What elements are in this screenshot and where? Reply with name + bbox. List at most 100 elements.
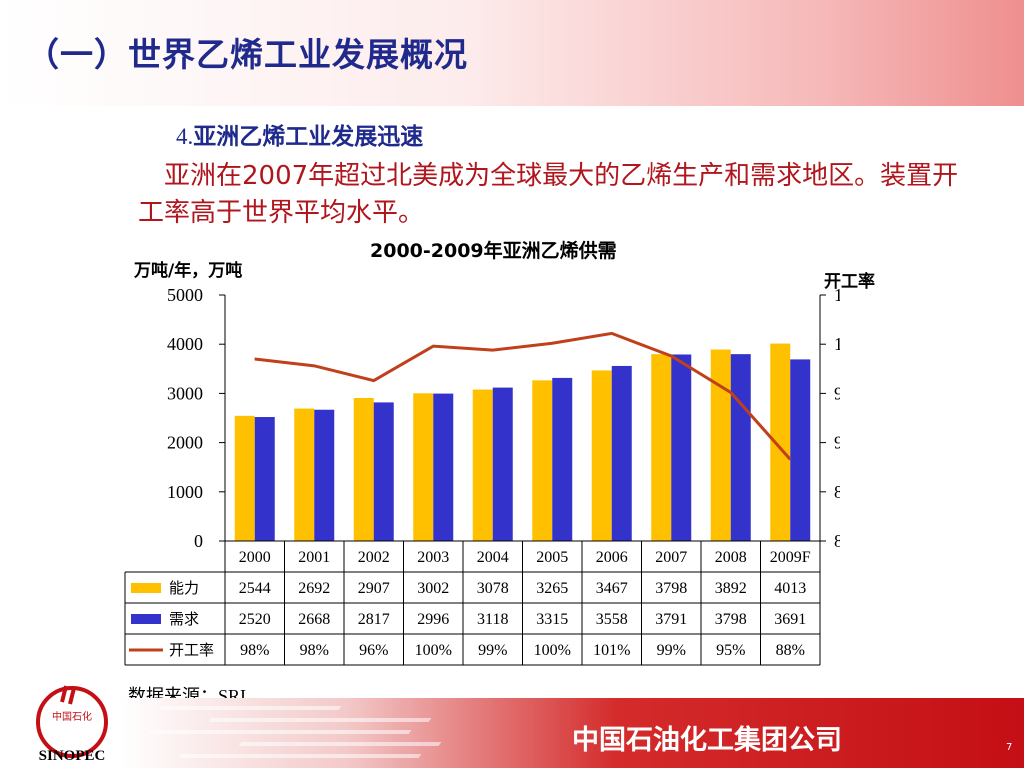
capacity-bar [651,354,672,541]
data-label: 3798 [715,611,747,628]
right-axis-unit: 开工率 [824,272,875,292]
right-tick-label: 90% [834,433,840,453]
left-tick-label: 5000 [167,285,203,305]
category-label: 2001 [298,549,330,566]
data-label: 98% [240,642,269,659]
demand-bar [790,359,811,541]
data-label: 3265 [536,580,568,597]
data-label: 2996 [417,611,449,628]
legend-label: 能力 [169,579,199,597]
data-label: 3315 [536,611,568,628]
capacity-bar [413,393,434,541]
subheading-number: 4. [176,124,194,149]
data-label: 3791 [655,611,687,628]
footer-stripe [178,754,422,758]
category-label: 2008 [715,549,747,566]
data-label: 2520 [239,611,271,628]
footer-band [120,698,1024,768]
right-tick-label: 85% [834,482,840,502]
demand-bar [671,354,692,541]
data-label: 2668 [298,611,330,628]
chart-title: 2000-2009年亚洲乙烯供需 [370,240,617,262]
left-tick-label: 1000 [167,482,203,502]
data-label: 101% [593,642,630,659]
data-label: 2817 [358,611,390,628]
data-label: 3691 [774,611,806,628]
category-label: 2009F [770,549,811,566]
utilization-point [313,365,315,367]
category-label: 2004 [477,549,509,566]
right-tick-label: 80% [834,531,840,551]
data-label: 100% [534,642,571,659]
left-tick-label: 3000 [167,383,203,403]
category-label: 2000 [239,549,271,566]
chart: 5000 4000 3000 2000 1000 0 105% 100% 95% 90% 85% 80… [124,285,840,666]
data-label: 3892 [715,580,747,597]
data-label: 98% [300,642,329,659]
category-label: 2002 [358,549,390,566]
footer-stripe [158,706,342,710]
utilization-point [730,391,732,393]
utilization-point [551,342,553,344]
demand-bar [373,402,394,541]
legend-label: 需求 [169,610,199,628]
data-label: 99% [657,642,686,659]
left-tick-label: 0 [194,531,203,551]
demand-bar [552,377,573,541]
right-tick-label: 100% [834,334,840,354]
category-label: 2003 [417,549,449,566]
capacity-bar [234,415,255,541]
logo-brand-text: SINOPEC [39,748,106,764]
capacity-bar [532,380,553,541]
header-band [0,0,1024,106]
company-name: 中国石油化工集团公司 [572,725,842,756]
data-label: 88% [776,642,805,659]
utilization-point [492,349,494,351]
data-label: 95% [716,642,745,659]
left-tick-label: 4000 [167,334,203,354]
data-label: 3002 [417,580,449,597]
data-label: 100% [415,642,452,659]
demand-bar [254,417,275,541]
demand-bar [492,387,513,541]
capacity-bar [591,370,612,541]
capacity-bar [472,389,493,541]
data-label: 96% [359,642,388,659]
utilization-point [373,380,375,382]
utilization-point [432,345,434,347]
legend-key-capacity [131,583,161,593]
footer-stripe [148,730,412,734]
category-label: 2007 [655,549,687,566]
capacity-bar [770,343,791,541]
data-label: 99% [478,642,507,659]
page-number: 7 [1006,742,1013,753]
footer-stripe [238,742,442,746]
utilization-point [611,332,613,334]
capacity-bar [294,408,315,541]
utilization-point [670,355,672,357]
left-tick-label: 2000 [167,433,203,453]
data-label: 4013 [774,580,806,597]
legend-label: 开工率 [169,641,214,659]
data-label: 2907 [358,580,390,597]
data-label: 2544 [239,580,271,597]
demand-bar [611,365,632,541]
data-label: 3467 [596,580,628,597]
category-label: 2005 [536,549,568,566]
utilization-point [254,358,256,360]
demand-bar [433,393,454,541]
capacity-bar [353,397,374,541]
data-label: 3798 [655,580,687,597]
demand-bar [314,409,335,541]
data-label: 2692 [298,580,330,597]
data-label: 3558 [596,611,628,628]
footer-stripe [208,718,432,722]
logo-cn-text: 中国石化 [52,710,92,723]
subheading: 4.亚洲乙烯工业发展迅速 [176,117,423,151]
utilization-point [789,458,791,460]
demand-bar [730,354,751,541]
left-axis-unit: 万吨/年，万吨 [134,261,243,281]
data-label: 3118 [477,611,508,628]
body-text: 亚洲在2007年超过北美成为全球最大的乙烯生产和需求地区。装置开工率高于世界平均… [138,161,959,228]
utilization-line [254,331,792,461]
